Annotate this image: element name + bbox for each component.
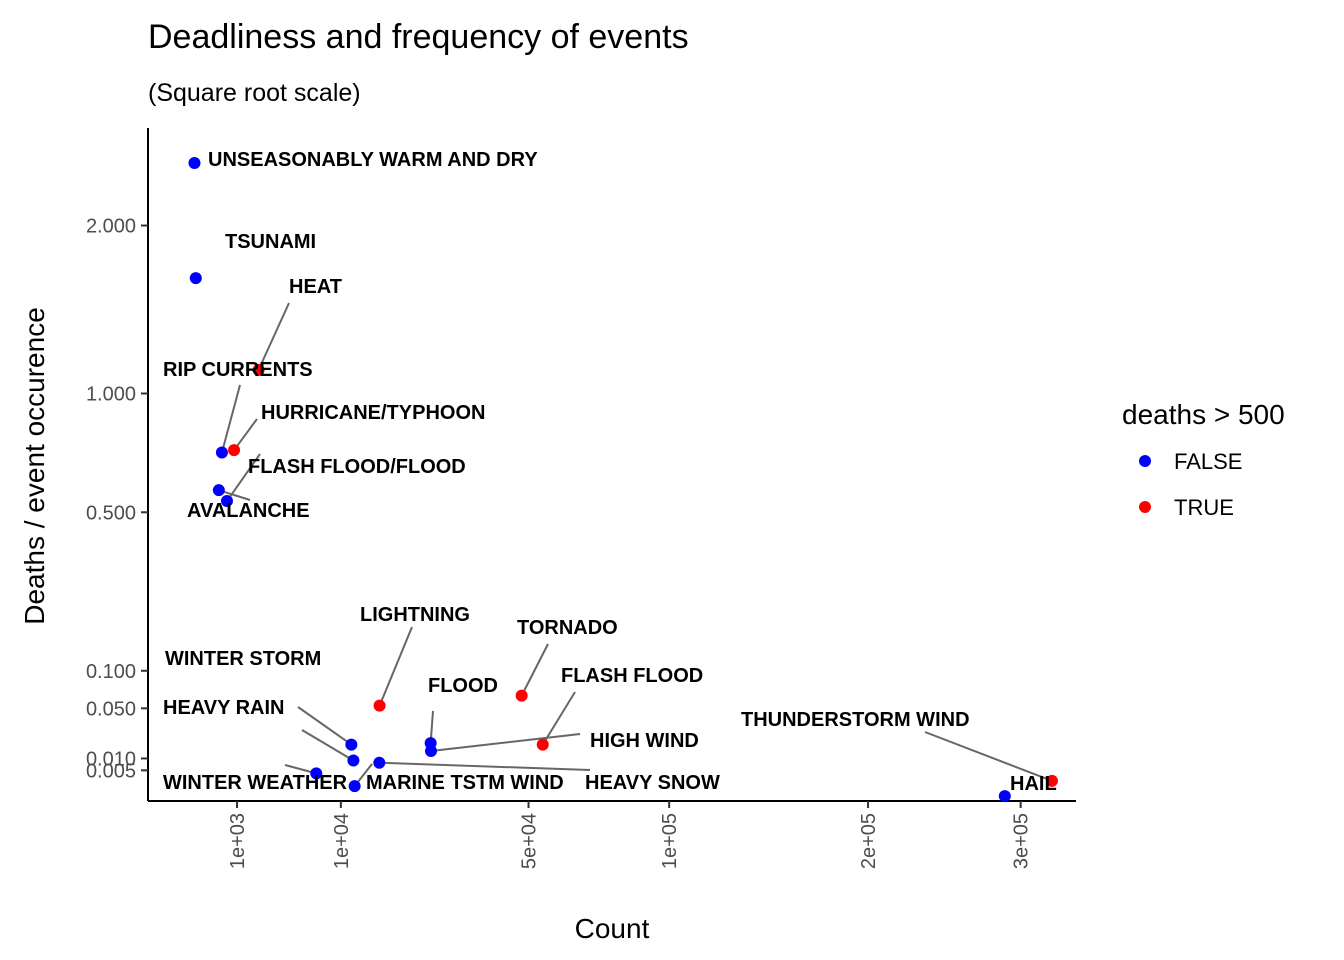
- point-label: MARINE TSTM WIND: [366, 772, 564, 794]
- y-tick-label: 0.005: [86, 760, 136, 782]
- legend-label: FALSE: [1174, 449, 1242, 474]
- point-labels: UNSEASONABLY WARM AND DRY TSUNAMI HEAT RIP …: [163, 149, 1057, 795]
- data-point: [228, 444, 241, 457]
- point-label: FLASH FLOOD/FLOOD: [248, 456, 466, 478]
- label-leader-line: [301, 729, 354, 762]
- point-label: FLASH FLOOD: [561, 665, 703, 687]
- chart-subtitle: (Square root scale): [148, 79, 361, 107]
- x-tick-label: 1e+04: [331, 813, 353, 869]
- legend-key: [1139, 501, 1151, 513]
- label-leader-line: [924, 731, 1053, 782]
- x-axis-title: Count: [575, 913, 650, 944]
- data-point: [373, 756, 386, 769]
- label-leader-line: [257, 302, 290, 371]
- legend-entries: FALSE TRUE: [1139, 449, 1242, 520]
- y-tick-label: 0.100: [86, 661, 136, 683]
- data-point: [348, 780, 361, 793]
- y-tick-label: 2.000: [86, 216, 136, 238]
- data-point: [189, 272, 202, 285]
- data-point: [1045, 774, 1058, 787]
- data-point: [347, 754, 360, 767]
- y-tick-label: 1.000: [86, 384, 136, 406]
- point-label: HEAVY SNOW: [585, 772, 720, 794]
- data-point: [310, 767, 323, 780]
- point-label: WINTER STORM: [165, 648, 321, 670]
- x-tick-label: 3e+05: [1011, 813, 1033, 869]
- data-point: [215, 446, 228, 459]
- data-points: [188, 156, 1058, 803]
- data-point: [212, 484, 225, 497]
- data-point: [345, 738, 358, 751]
- data-point: [515, 689, 528, 702]
- point-label: HAIL: [1010, 773, 1057, 795]
- x-tick-label: 2e+05: [858, 813, 880, 869]
- data-point: [998, 790, 1011, 803]
- label-leader-line: [520, 643, 549, 697]
- data-point: [220, 495, 233, 508]
- label-leader-line: [297, 706, 352, 746]
- label-leader-line: [226, 453, 261, 502]
- label-leader-line: [378, 626, 413, 707]
- legend-key: [1139, 455, 1151, 467]
- legend-title: deaths > 500: [1122, 399, 1285, 430]
- chart-title: Deadliness and frequency of events: [148, 18, 689, 56]
- x-tick-label: 1e+03: [227, 813, 249, 869]
- point-label: THUNDERSTORM WIND: [741, 709, 970, 731]
- point-label: TORNADO: [517, 617, 618, 639]
- y-tick-label: 0.050: [86, 698, 136, 720]
- data-point: [424, 745, 437, 758]
- y-axis-title: Deaths / event occurence: [19, 307, 50, 625]
- label-leader-line: [220, 384, 241, 453]
- legend-label: TRUE: [1174, 495, 1234, 520]
- x-tick-label: 1e+05: [659, 813, 681, 869]
- data-point: [252, 363, 265, 376]
- point-label: TSUNAMI: [225, 231, 316, 253]
- label-leader-line: [379, 761, 591, 771]
- point-label: HIGH WIND: [590, 730, 699, 752]
- point-label: AVALANCHE: [187, 500, 310, 522]
- label-leader-line: [430, 733, 581, 753]
- legend: deaths > 500 FALSE TRUE: [1122, 399, 1285, 520]
- point-label: HEAVY RAIN: [163, 697, 285, 719]
- label-leader-line: [541, 691, 576, 746]
- point-label: HEAT: [289, 276, 342, 298]
- point-label: LIGHTNING: [360, 604, 470, 626]
- point-label: RIP CURRENTS: [163, 359, 313, 381]
- label-leader-lines: [218, 302, 1053, 787]
- label-leader-line: [233, 418, 258, 451]
- data-point: [536, 738, 549, 751]
- point-label: FLOOD: [428, 675, 498, 697]
- point-label: WINTER WEATHER: [163, 772, 348, 794]
- point-label: UNSEASONABLY WARM AND DRY: [208, 149, 538, 171]
- x-axis-ticks: 1e+03 1e+04 5e+04 1e+05 2e+05 3e+05: [227, 801, 1033, 869]
- point-label: HURRICANE/TYPHOON: [261, 402, 485, 424]
- y-tick-label: 0.500: [86, 502, 136, 524]
- data-point: [373, 699, 386, 712]
- data-point: [188, 156, 201, 169]
- axes: [147, 128, 1076, 802]
- y-tick-label: 0.010: [86, 748, 136, 770]
- x-tick-label: 5e+04: [519, 813, 541, 869]
